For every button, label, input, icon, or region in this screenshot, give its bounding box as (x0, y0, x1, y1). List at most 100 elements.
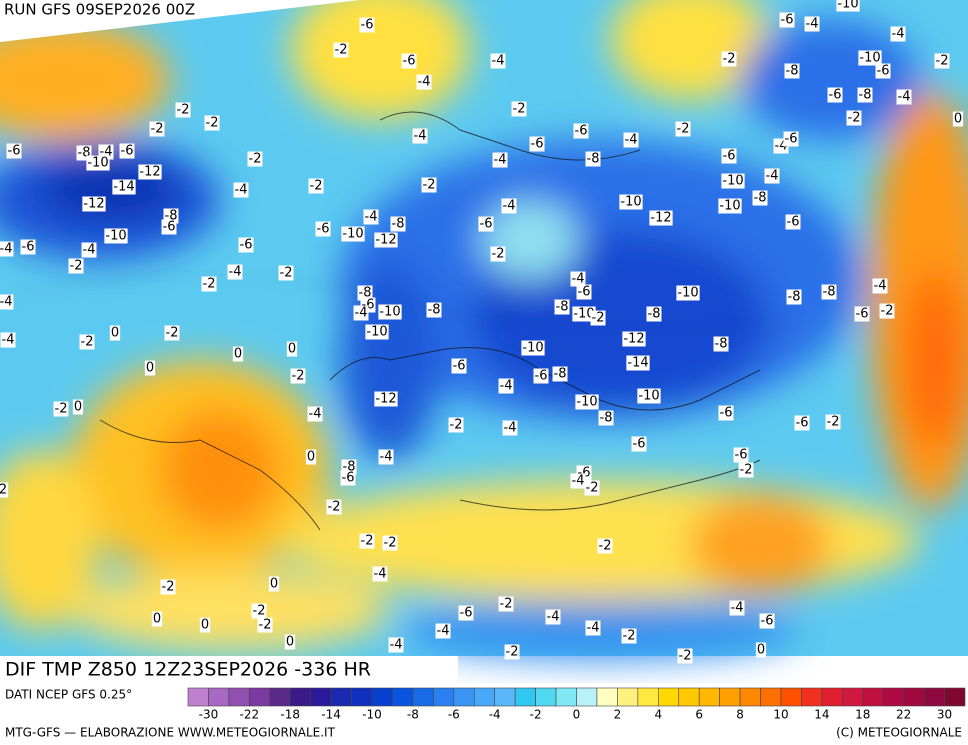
contour-label-background (623, 132, 639, 148)
colorbar-box (351, 687, 373, 707)
contour-label: -2 (881, 304, 894, 319)
contour-label: -6 (342, 471, 355, 486)
contour-label-background (451, 358, 467, 374)
contour-label-background (952, 111, 964, 127)
contour-label: -2 (166, 326, 179, 341)
contour-label: -2 (55, 402, 68, 417)
colorbar-box (269, 687, 291, 707)
contour-label: -2 (450, 418, 463, 433)
contour-label: -2 (162, 580, 175, 595)
contour-label-background (175, 102, 191, 118)
contour-label-background (478, 216, 494, 232)
contour-label-background (785, 214, 801, 230)
contour-label: -6 (575, 124, 588, 139)
contour-label: -2 (203, 277, 216, 292)
contour-label-background (504, 644, 520, 660)
contour-label: -2 (206, 116, 219, 131)
contour-label-background (144, 360, 156, 376)
colorbar-box (310, 687, 332, 707)
contour-label-background (199, 617, 211, 633)
contour-label: -12 (650, 211, 671, 226)
contour-label: -2 (492, 247, 505, 262)
colorbar-tick-label: -30 (199, 708, 219, 722)
contour-label: -8 (754, 191, 767, 206)
contour-label: -2 (384, 536, 397, 551)
colorbar-box (473, 687, 496, 707)
contour-label: -4 (0, 242, 12, 257)
contour-label-background (836, 0, 860, 12)
contour-label: -6 (535, 369, 548, 384)
contour-label-background (81, 242, 97, 258)
contour-label: -6 (531, 137, 544, 152)
colorbar-box (576, 687, 598, 707)
colorbar-tick-label: 18 (855, 708, 870, 722)
contour-label: -2 (936, 54, 949, 69)
contour-label-background (718, 405, 734, 421)
colorbar-box (208, 687, 230, 707)
colorbar: -30 -22 -18 -14 -10 -8 -6 -4 -2 0 2 4 6 8 10 14 18 22 30 (187, 687, 966, 722)
contour-label: -4 (898, 90, 911, 105)
contour-label-background (821, 284, 837, 300)
contour-label: -4 (2, 333, 15, 348)
contour-label-background (804, 16, 820, 32)
contour-label-background (752, 190, 768, 206)
contour-label-background (307, 406, 323, 422)
colorbar-box (882, 687, 904, 707)
contour-label: -2 (500, 597, 513, 612)
contour-label-background (401, 53, 417, 69)
contour-label: 0 (153, 612, 161, 627)
contour-label: -10 (722, 174, 743, 189)
contour-label: -2 (70, 259, 83, 274)
colorbar-box (330, 687, 352, 707)
contour-label: -6 (121, 144, 134, 159)
contour-label: -6 (633, 437, 646, 452)
contour-label-background (896, 89, 912, 105)
contour-label-background (572, 306, 596, 322)
contour-label: -10 (576, 395, 597, 410)
contour-label-background (858, 50, 882, 66)
contour-label: 0 (288, 342, 296, 357)
contour-label-background (160, 579, 176, 595)
colorbar-box (412, 687, 434, 707)
contour-label: 0 (307, 450, 315, 465)
contour-label: -6 (761, 614, 774, 629)
contour-label: -6 (578, 285, 591, 300)
contour-label: -6 (720, 406, 733, 421)
contour-label-background (86, 155, 110, 171)
contour-label-background (374, 232, 398, 248)
contour-label-background (649, 210, 673, 226)
contour-label-background (6, 143, 22, 159)
contour-label: -8 (823, 285, 836, 300)
colorbar-tick-label: 6 (695, 708, 703, 722)
contour-label: -2 (623, 629, 636, 644)
colorbar-box (555, 687, 577, 707)
contour-label: -6 (8, 144, 21, 159)
contour-label: -2 (328, 500, 341, 515)
contour-label-background (846, 110, 862, 126)
contour-label: -2 (280, 266, 293, 281)
map-field (0, 0, 968, 660)
contour-label-background (529, 136, 545, 152)
colorbar-tick-label: 22 (896, 708, 911, 722)
colorbar-tick-label: 4 (654, 708, 662, 722)
contour-label-background (435, 623, 451, 639)
contour-label-background (333, 42, 349, 58)
contour-label-background (326, 499, 342, 515)
contour-label: -8 (554, 367, 567, 382)
contour-label-background (598, 410, 614, 426)
contour-label-background (490, 246, 506, 262)
contour-label: -2 (310, 179, 323, 194)
contour-label-background (119, 143, 135, 159)
contour-label: 0 (74, 400, 82, 415)
contour-label: -4 (0, 295, 12, 310)
contour-label-background (388, 637, 404, 653)
contour-label: -2 (506, 645, 519, 660)
colorbar-box (842, 687, 864, 707)
colorbar-tick-label: -8 (407, 708, 419, 722)
colorbar-tick-label: -18 (280, 708, 300, 722)
contour-label-background (498, 378, 514, 394)
contour-label: -6 (735, 448, 748, 463)
contour-label-background (619, 194, 643, 210)
contour-label-background (109, 325, 121, 341)
